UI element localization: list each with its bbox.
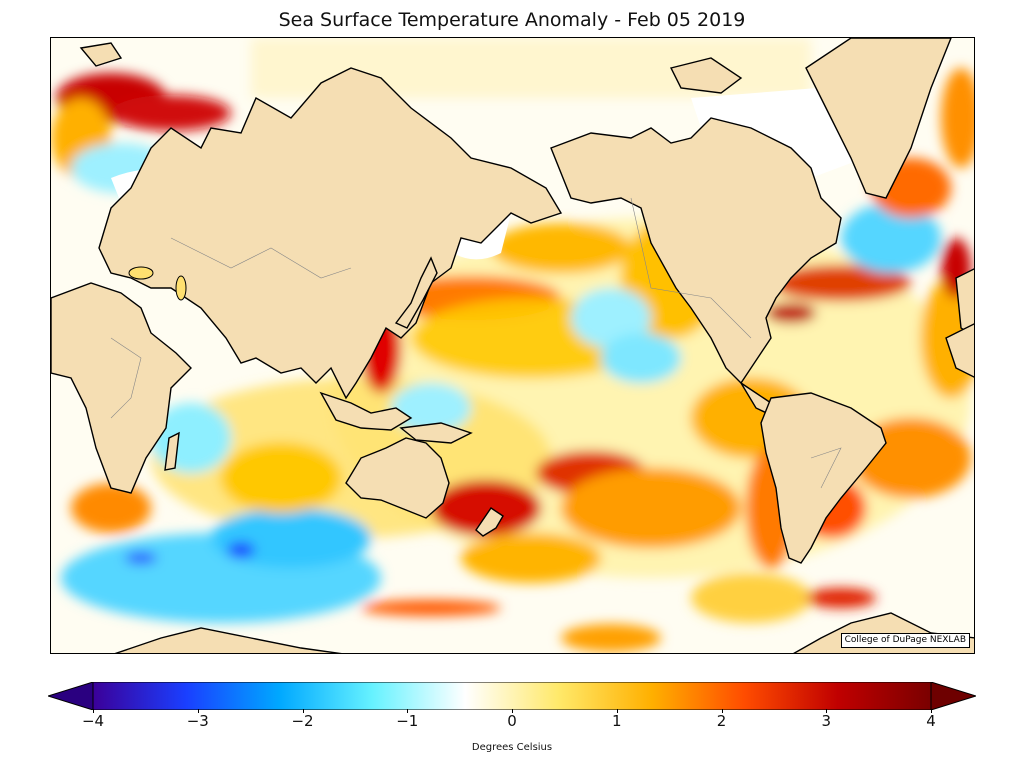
land-europe-west <box>955 268 974 338</box>
colorbar-tick-label: −3 <box>186 712 209 730</box>
land-africa-west <box>945 323 974 378</box>
land-south-america <box>760 392 887 564</box>
colorbar-extend-low <box>46 681 94 711</box>
colorbar-svg <box>46 681 978 711</box>
colorbar-tick-label: 0 <box>507 712 517 730</box>
map-title: Sea Surface Temperature Anomaly - Feb 05… <box>278 9 746 31</box>
map-canvas <box>51 38 974 653</box>
colorbar-tick-label: 3 <box>821 712 832 730</box>
land-eurasia <box>98 67 563 400</box>
colorbar-tick-mark <box>512 709 513 713</box>
colorbar-tick-mark <box>302 709 304 713</box>
land-madagascar <box>164 431 180 471</box>
colorbar-tick-label: 4 <box>926 712 936 730</box>
land-japan <box>394 256 438 329</box>
colorbar <box>46 681 978 711</box>
country-borders <box>110 197 842 489</box>
colorbar-tick-label: −1 <box>396 712 419 730</box>
land-new-guinea <box>399 422 473 444</box>
land-svalbard <box>79 42 123 67</box>
colorbar-tick-mark <box>197 709 199 713</box>
land-north-america <box>550 117 842 385</box>
colorbar-tick-mark <box>616 709 618 713</box>
land-greenland <box>805 38 952 199</box>
colorbar-extend-high <box>930 681 978 711</box>
land-africa <box>51 282 192 494</box>
colorbar-tick-mark <box>407 709 409 713</box>
colorbar-tick-label: 1 <box>611 712 622 730</box>
colorbar-tick-label: 2 <box>716 712 727 730</box>
colorbar-tick-label: −2 <box>291 712 314 730</box>
colorbar-tick-mark <box>93 709 94 713</box>
colorbar-tick-label: −4 <box>81 712 105 730</box>
colorbar-tick-mark <box>931 709 932 713</box>
land-new-zealand <box>475 507 504 537</box>
sst-anomaly-map: College of DuPage NEXLAB <box>50 37 975 654</box>
colorbar-ticks: −4 −3 −2 −1 0 1 2 3 4 <box>0 709 1024 736</box>
inland-seas <box>128 266 187 301</box>
colorbar-tick-mark <box>721 709 723 713</box>
colorbar-body <box>92 681 932 711</box>
land-indonesia <box>319 391 413 431</box>
credit-label: College of DuPage NEXLAB <box>840 633 970 648</box>
continents <box>51 38 974 653</box>
land-arctic-islands <box>669 57 743 94</box>
land-antarctica <box>114 627 342 653</box>
colorbar-label: Degrees Celsius <box>471 742 553 753</box>
land-australia <box>345 437 450 519</box>
colorbar-tick-mark <box>826 709 828 713</box>
